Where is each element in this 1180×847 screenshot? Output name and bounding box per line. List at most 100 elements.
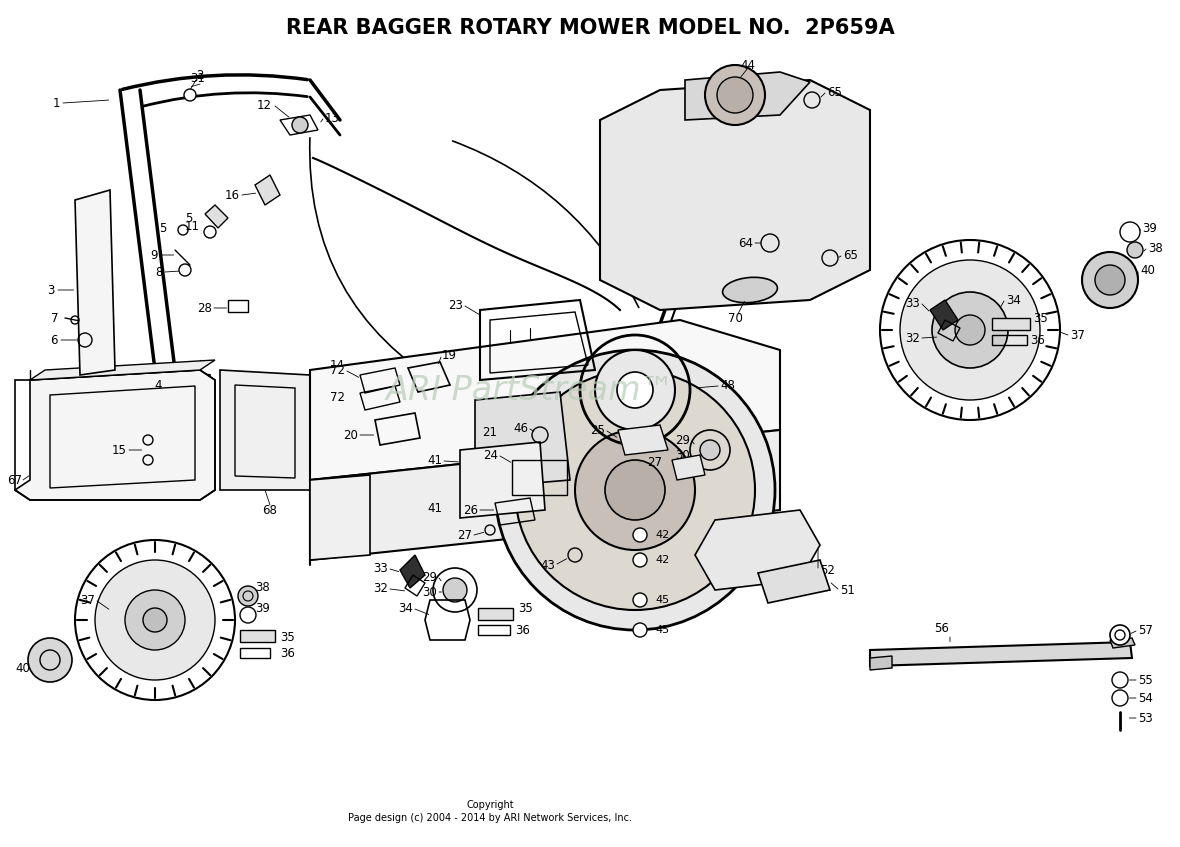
Circle shape [494, 350, 775, 630]
Text: 29: 29 [422, 571, 437, 584]
Circle shape [442, 578, 467, 602]
Bar [228, 300, 248, 312]
Text: 25: 25 [590, 424, 605, 436]
Circle shape [632, 553, 647, 567]
Polygon shape [758, 560, 830, 603]
Text: ARI PartStream™: ARI PartStream™ [386, 374, 675, 407]
Text: 37: 37 [1070, 329, 1084, 341]
Text: 55: 55 [1138, 673, 1153, 687]
Bar [478, 625, 510, 635]
Polygon shape [205, 205, 228, 228]
Circle shape [605, 460, 666, 520]
Text: 68: 68 [263, 503, 277, 517]
Text: Page design (c) 2004 - 2014 by ARI Network Services, Inc.: Page design (c) 2004 - 2014 by ARI Netwo… [348, 813, 632, 823]
Text: 70: 70 [728, 312, 742, 324]
Text: 39: 39 [255, 601, 270, 615]
Text: 42: 42 [655, 555, 669, 565]
Text: 37: 37 [80, 594, 96, 606]
Polygon shape [1110, 638, 1135, 648]
Circle shape [125, 590, 185, 650]
Text: 6: 6 [51, 334, 58, 346]
Polygon shape [695, 510, 820, 590]
Text: 52: 52 [820, 563, 835, 577]
Circle shape [1112, 672, 1128, 688]
Polygon shape [618, 425, 668, 455]
Text: 3: 3 [47, 284, 55, 296]
Text: 46: 46 [513, 422, 527, 435]
Polygon shape [30, 360, 215, 380]
Polygon shape [930, 300, 958, 330]
Text: 45: 45 [655, 625, 669, 635]
Polygon shape [476, 392, 570, 488]
Circle shape [1110, 625, 1130, 645]
Text: 30: 30 [422, 585, 437, 599]
Circle shape [1082, 252, 1138, 308]
Bar [240, 648, 270, 658]
Text: 5: 5 [184, 212, 192, 224]
Text: 67: 67 [7, 473, 22, 486]
Circle shape [595, 350, 675, 430]
Text: 56: 56 [935, 622, 950, 635]
Text: 53: 53 [1138, 711, 1153, 724]
Text: 26: 26 [463, 503, 478, 517]
Text: 41: 41 [427, 501, 442, 514]
Text: 15: 15 [112, 444, 127, 457]
Text: 35: 35 [280, 630, 295, 644]
Text: 64: 64 [738, 236, 753, 250]
Text: 27: 27 [647, 456, 662, 468]
Text: 51: 51 [840, 584, 854, 596]
Text: 28: 28 [197, 302, 212, 314]
Polygon shape [310, 430, 780, 560]
Text: 7: 7 [51, 312, 58, 324]
Circle shape [900, 260, 1040, 400]
Polygon shape [400, 555, 425, 588]
Text: 38: 38 [1148, 241, 1162, 254]
Text: 35: 35 [1032, 312, 1048, 324]
Text: 43: 43 [540, 558, 555, 572]
Text: 27: 27 [457, 529, 472, 541]
Circle shape [700, 440, 720, 460]
Text: 45: 45 [655, 595, 669, 605]
Polygon shape [15, 370, 215, 500]
Text: 38: 38 [255, 580, 270, 594]
Text: 9: 9 [151, 248, 158, 262]
Text: 32: 32 [905, 331, 920, 345]
Bar [478, 608, 513, 620]
Text: 44: 44 [741, 58, 755, 71]
Bar [240, 630, 275, 642]
Circle shape [184, 89, 196, 101]
Polygon shape [255, 175, 280, 205]
Circle shape [617, 372, 653, 408]
Bar [512, 460, 568, 495]
Text: 8: 8 [156, 265, 163, 279]
Circle shape [575, 430, 695, 550]
Text: 36: 36 [1030, 334, 1044, 346]
Text: 12: 12 [257, 98, 273, 112]
Circle shape [1127, 242, 1143, 258]
Circle shape [143, 608, 168, 632]
Polygon shape [870, 656, 892, 670]
Circle shape [514, 370, 755, 610]
Text: Copyright: Copyright [466, 800, 513, 810]
Circle shape [717, 77, 753, 113]
Text: 33: 33 [905, 296, 920, 309]
Text: 24: 24 [483, 449, 498, 462]
Text: 21: 21 [483, 425, 498, 439]
Text: 34: 34 [398, 601, 413, 615]
Text: 40: 40 [1140, 263, 1155, 276]
Text: 33: 33 [373, 562, 388, 574]
Circle shape [632, 593, 647, 607]
Text: 35: 35 [518, 601, 532, 615]
Text: 20: 20 [343, 429, 358, 441]
Text: 29: 29 [675, 434, 690, 446]
Circle shape [96, 560, 215, 680]
Text: 30: 30 [675, 449, 690, 462]
Circle shape [932, 292, 1008, 368]
Polygon shape [460, 442, 545, 518]
Text: 36: 36 [514, 623, 530, 636]
Polygon shape [219, 370, 310, 490]
Text: 1: 1 [52, 97, 60, 109]
Polygon shape [599, 80, 870, 310]
Text: 13: 13 [324, 112, 340, 125]
Circle shape [1095, 265, 1125, 295]
